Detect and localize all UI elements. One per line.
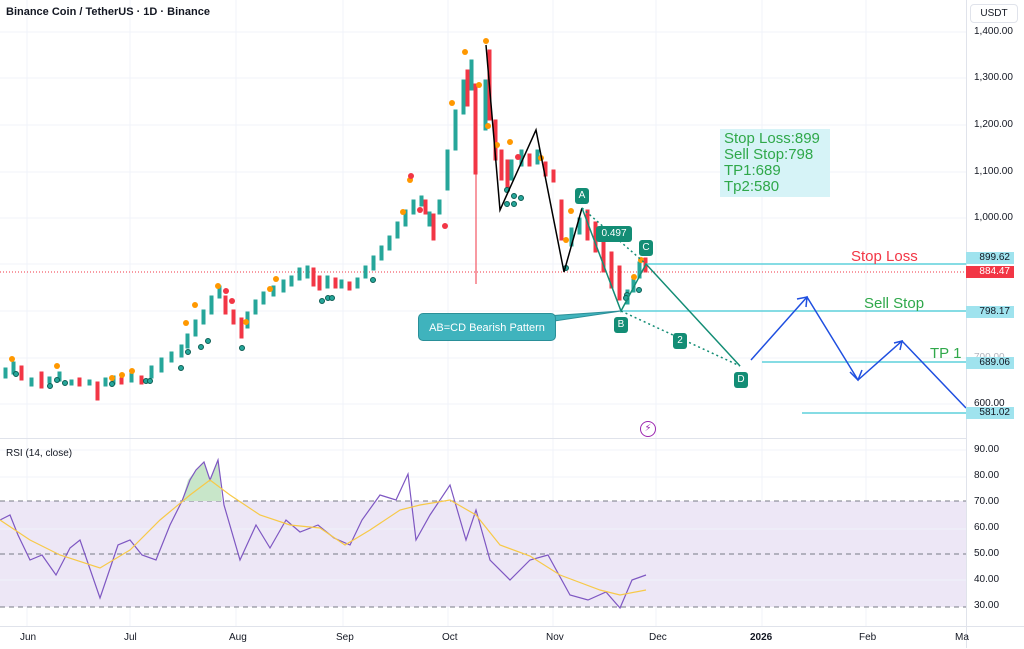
month-label: Oct: [442, 632, 458, 643]
month-label: Aug: [229, 632, 247, 643]
note-line: Sell Stop:798: [724, 146, 814, 163]
rsi-tick: 80.00: [974, 470, 1000, 481]
stop-loss-price-label: 899.62: [966, 252, 1014, 264]
month-label: Jul: [124, 632, 137, 643]
pane-divider[interactable]: [0, 438, 966, 439]
point-c-label[interactable]: C: [639, 240, 653, 256]
note-line: Stop Loss:899: [724, 130, 820, 147]
price-tick: 1,200.00: [974, 119, 1013, 130]
price-tick: 600.00: [974, 398, 1005, 409]
sell-stop-price-label: 798.17: [966, 306, 1014, 318]
month-label: Jun: [20, 632, 37, 643]
tp1-price-label: 689.06: [966, 357, 1014, 369]
point-d-label[interactable]: D: [734, 372, 748, 388]
tp1-label[interactable]: TP 1: [930, 345, 962, 362]
rsi-tick: 90.00: [974, 444, 1000, 455]
time-axis[interactable]: [0, 626, 1024, 649]
stop-loss-label[interactable]: Stop Loss: [851, 248, 918, 265]
rsi-tick: 50.00: [974, 548, 1000, 559]
rsi-pane: [0, 449, 966, 610]
month-label: Dec: [649, 632, 667, 643]
point-b-label[interactable]: B: [614, 317, 628, 333]
rsi-title[interactable]: RSI (14, close): [6, 448, 73, 459]
rsi-tick: 40.00: [974, 574, 1000, 585]
bc-ratio-label[interactable]: 0.497: [596, 226, 632, 242]
currency-unit-button[interactable]: USDT: [970, 4, 1018, 23]
current-price-label: 884.47: [966, 266, 1014, 278]
note-line: TP1:689: [724, 162, 781, 179]
symbol-title[interactable]: Binance Coin / TetherUS · 1D · Binance: [6, 6, 210, 18]
month-label: Feb: [859, 632, 877, 643]
leg-2-label[interactable]: 2: [673, 333, 687, 349]
price-tick: 1,300.00: [974, 72, 1013, 83]
price-tick: 1,000.00: [974, 212, 1013, 223]
abcd-pattern-callout[interactable]: AB=CD Bearish Pattern: [418, 313, 556, 341]
candlesticks: [3, 49, 648, 401]
price-axis[interactable]: [966, 0, 1024, 648]
month-label: Nov: [546, 632, 564, 643]
zigzag-line: [485, 44, 583, 273]
note-line: Tp2:580: [724, 178, 780, 195]
price-tick: 1,100.00: [974, 166, 1013, 177]
tp2-price-label: 581.02: [966, 407, 1014, 419]
sell-stop-label[interactable]: Sell Stop: [864, 295, 925, 312]
month-label: Sep: [336, 632, 354, 643]
point-a-label[interactable]: A: [575, 188, 589, 204]
projection-path: [750, 295, 967, 409]
trade-plan-note[interactable]: Stop Loss:899 Sell Stop:798 TP1:689 Tp2:…: [720, 129, 830, 197]
rsi-tick: 70.00: [974, 496, 1000, 507]
month-label: Ma: [955, 632, 969, 643]
price-tick: 1,400.00: [974, 26, 1013, 37]
flash-icon[interactable]: ⚡: [640, 421, 656, 437]
signal-dots: [9, 38, 644, 389]
year-label: 2026: [750, 632, 773, 643]
rsi-tick: 60.00: [974, 522, 1000, 533]
rsi-tick: 30.00: [974, 600, 1000, 611]
